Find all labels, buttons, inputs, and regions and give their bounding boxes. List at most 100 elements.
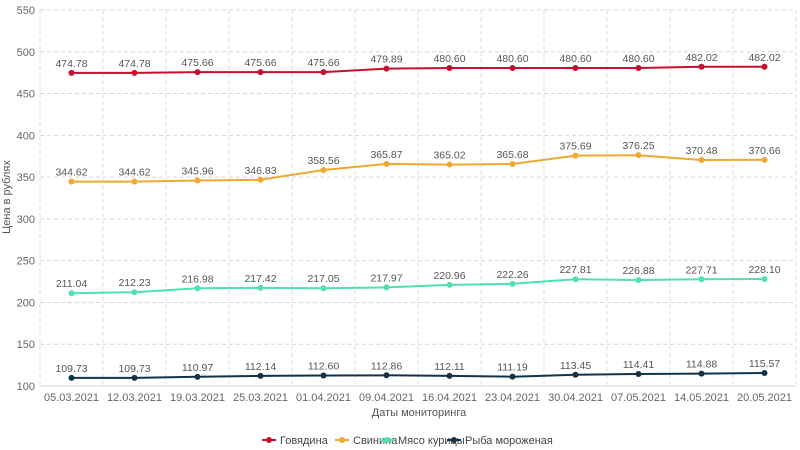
- data-point[interactable]: [131, 178, 138, 185]
- data-point[interactable]: [320, 166, 327, 173]
- data-point[interactable]: [194, 177, 201, 184]
- data-point[interactable]: [572, 152, 579, 159]
- grid-lines: [39, 9, 797, 387]
- x-tick-label: 25.03.2021: [233, 392, 288, 404]
- data-point[interactable]: [446, 372, 453, 379]
- x-axis-ticks: 05.03.2021 12.03.2021 19.03.2021 25.03.2021…: [44, 392, 792, 404]
- data-label: 480.60: [433, 53, 465, 65]
- data-label: 375.69: [559, 141, 591, 153]
- legend-item[interactable]: Говядина: [262, 435, 329, 447]
- data-label: 112.14: [245, 361, 276, 373]
- data-point[interactable]: [698, 370, 705, 377]
- x-tick-label: 07.05.2021: [611, 392, 666, 404]
- data-label: 113.45: [560, 360, 591, 372]
- data-label: 211.04: [56, 278, 87, 290]
- data-point[interactable]: [635, 152, 642, 159]
- data-point[interactable]: [68, 178, 75, 185]
- data-label: 228.10: [748, 264, 780, 276]
- data-point[interactable]: [68, 290, 75, 297]
- data-point[interactable]: [635, 64, 642, 71]
- data-label: 480.60: [559, 53, 591, 65]
- data-point[interactable]: [257, 176, 264, 183]
- data-point[interactable]: [446, 281, 453, 288]
- legend-label: Мясо курицы: [398, 435, 465, 447]
- data-label: 479.89: [370, 54, 402, 66]
- data-point[interactable]: [446, 161, 453, 168]
- data-point[interactable]: [68, 374, 75, 381]
- data-label: 115.57: [749, 358, 780, 370]
- data-label: 114.88: [686, 359, 717, 371]
- x-tick-label: 20.05.2021: [737, 392, 792, 404]
- series-line: [71, 278, 765, 295]
- data-label: 346.83: [244, 165, 276, 177]
- y-tick-label: 100: [17, 381, 35, 393]
- data-label: 226.88: [622, 265, 654, 277]
- data-label: 474.78: [55, 58, 87, 70]
- data-label: 344.62: [55, 167, 87, 179]
- data-label: 344.62: [118, 167, 150, 179]
- data-point[interactable]: [257, 69, 264, 76]
- data-point[interactable]: [761, 156, 768, 163]
- data-label: 475.66: [244, 57, 276, 69]
- x-tick-label: 01.04.2021: [296, 392, 351, 404]
- data-point[interactable]: [131, 69, 138, 76]
- y-tick-label: 150: [17, 339, 35, 351]
- data-point[interactable]: [194, 373, 201, 380]
- data-label: 480.60: [622, 53, 654, 65]
- y-tick-label: 250: [17, 256, 35, 268]
- data-point[interactable]: [320, 69, 327, 76]
- x-tick-label: 23.04.2021: [485, 392, 540, 404]
- y-tick-label: 450: [17, 89, 35, 101]
- x-tick-label: 19.03.2021: [170, 392, 225, 404]
- x-tick-label: 09.04.2021: [359, 392, 414, 404]
- data-point[interactable]: [572, 276, 579, 283]
- legend-label: Говядина: [280, 435, 329, 447]
- data-point[interactable]: [698, 156, 705, 163]
- data-point[interactable]: [320, 285, 327, 292]
- data-point[interactable]: [257, 284, 264, 291]
- data-point[interactable]: [509, 373, 516, 380]
- data-point[interactable]: [509, 64, 516, 71]
- legend-item[interactable]: Мясо курицы: [380, 435, 465, 447]
- data-label: 220.96: [433, 270, 465, 282]
- data-point[interactable]: [761, 369, 768, 376]
- data-label: 482.02: [685, 52, 717, 64]
- data-point[interactable]: [194, 69, 201, 76]
- data-point[interactable]: [383, 284, 390, 291]
- data-point[interactable]: [257, 372, 264, 379]
- data-label: 376.25: [622, 140, 654, 152]
- data-point[interactable]: [509, 161, 516, 168]
- data-point[interactable]: [320, 372, 327, 379]
- x-axis-title: Даты мониторинга: [372, 407, 467, 419]
- y-tick-label: 300: [17, 214, 35, 226]
- data-point[interactable]: [446, 64, 453, 71]
- data-point[interactable]: [68, 69, 75, 76]
- legend-swatch-marker: [339, 437, 345, 443]
- legend-swatch-marker: [384, 437, 390, 443]
- data-point[interactable]: [635, 276, 642, 283]
- legend-item[interactable]: Рыба мороженая: [447, 435, 553, 447]
- data-label: 217.97: [370, 272, 402, 284]
- data-point[interactable]: [131, 374, 138, 381]
- data-label: 216.98: [181, 273, 213, 285]
- data-point[interactable]: [509, 280, 516, 287]
- data-point[interactable]: [383, 160, 390, 167]
- data-point[interactable]: [383, 65, 390, 72]
- data-point[interactable]: [698, 276, 705, 283]
- data-point[interactable]: [194, 285, 201, 292]
- data-label: 358.56: [307, 155, 339, 167]
- data-point[interactable]: [761, 275, 768, 282]
- data-point[interactable]: [572, 371, 579, 378]
- data-point[interactable]: [383, 372, 390, 379]
- x-tick-label: 14.05.2021: [674, 392, 729, 404]
- data-label: 482.02: [748, 52, 780, 64]
- data-point[interactable]: [635, 370, 642, 377]
- data-label: 474.78: [118, 58, 150, 70]
- data-point[interactable]: [572, 64, 579, 71]
- data-point[interactable]: [761, 63, 768, 70]
- data-point[interactable]: [698, 63, 705, 70]
- x-tick-label: 16.04.2021: [422, 392, 477, 404]
- series-line: [71, 154, 765, 183]
- data-point[interactable]: [131, 289, 138, 296]
